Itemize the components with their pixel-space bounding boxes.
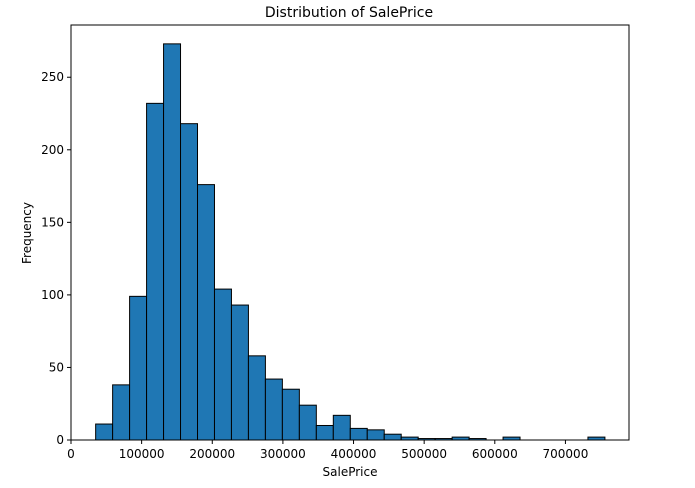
- x-tick-label: 0: [67, 447, 75, 461]
- y-tick-label: 200: [41, 143, 64, 157]
- histogram-bar-8: [230, 304, 249, 441]
- y-tick-label: 100: [41, 288, 64, 302]
- x-tick-label: 200000: [189, 447, 235, 461]
- x-tick-label: 700000: [543, 447, 589, 461]
- histogram-bar-11: [281, 388, 300, 441]
- x-tick-label: 500000: [401, 447, 447, 461]
- histogram-bar-5: [180, 123, 199, 441]
- x-axis-ticks: 0 100000 200000 300000 400000 500000 600000 700…: [67, 440, 588, 461]
- y-tick-label: 0: [56, 433, 64, 447]
- histogram-bar-16: [366, 429, 385, 441]
- x-tick-label: 100000: [119, 447, 165, 461]
- histogram-bar-9: [247, 355, 266, 441]
- histogram-bar-0: [95, 423, 114, 441]
- y-axis-title: Frequency: [20, 202, 34, 264]
- histogram-bar-4: [163, 43, 182, 441]
- chart-title: Distribution of SalePrice: [265, 5, 433, 21]
- y-tick-label: 50: [49, 360, 64, 374]
- y-tick-label: 250: [41, 70, 64, 84]
- histogram-bar-10: [264, 378, 283, 441]
- x-tick-label: 300000: [260, 447, 306, 461]
- histogram-bar-13: [315, 424, 334, 441]
- histogram-bar-3: [146, 102, 165, 441]
- plot-frame: [70, 24, 630, 441]
- histogram-bar-6: [197, 184, 215, 441]
- y-tick-label: 150: [41, 215, 64, 229]
- x-tick-label: 400000: [331, 447, 377, 461]
- bars-group: [95, 43, 606, 441]
- histogram-bar-14: [332, 414, 351, 441]
- histogram-bar-15: [349, 427, 368, 441]
- histogram-bar-2: [129, 295, 148, 441]
- histogram-bar-1: [112, 384, 131, 441]
- x-axis-title: SalePrice: [323, 465, 378, 479]
- histogram-bar-12: [298, 404, 317, 441]
- histogram-bar-17: [383, 433, 402, 441]
- histogram-bar-7: [213, 288, 232, 441]
- y-axis-ticks: 0 50 100 150 200 250: [41, 70, 71, 447]
- x-tick-label: 600000: [472, 447, 518, 461]
